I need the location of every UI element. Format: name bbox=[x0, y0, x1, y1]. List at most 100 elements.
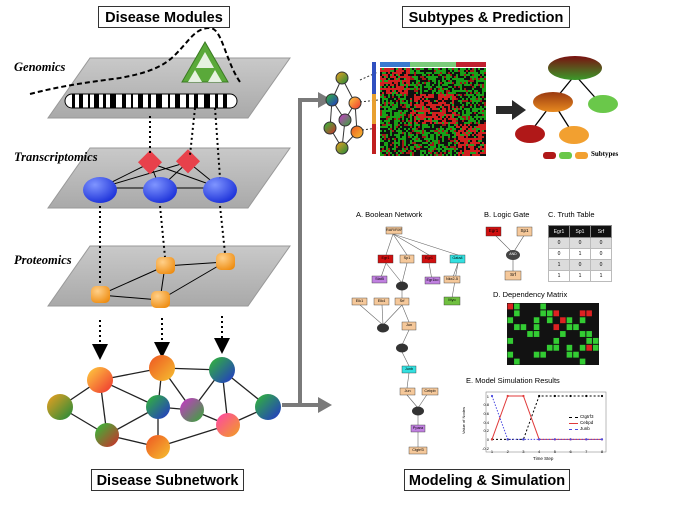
heatmap-cell bbox=[396, 88, 398, 90]
heatmap-cell bbox=[440, 152, 442, 154]
heatmap-cell bbox=[412, 108, 414, 110]
heatmap-cell bbox=[468, 114, 470, 116]
heatmap-cell bbox=[460, 78, 462, 80]
heatmap-cell bbox=[482, 86, 484, 88]
heatmap-cell bbox=[404, 74, 406, 76]
heatmap-cell bbox=[460, 152, 462, 154]
heatmap-cell bbox=[452, 146, 454, 148]
heatmap-cell bbox=[438, 82, 440, 84]
heatmap-cell bbox=[416, 72, 418, 74]
heatmap-cell bbox=[382, 96, 384, 98]
heatmap-cell bbox=[416, 110, 418, 112]
heatmap-cell bbox=[414, 72, 416, 74]
heatmap-cell bbox=[388, 78, 390, 80]
heatmap-cell bbox=[470, 148, 472, 150]
heatmap-cell bbox=[414, 116, 416, 118]
heatmap-cell bbox=[424, 136, 426, 138]
heatmap-cell bbox=[444, 80, 446, 82]
dependency-cell bbox=[586, 344, 592, 351]
heatmap-cell bbox=[394, 128, 396, 130]
heatmap-cell bbox=[440, 106, 442, 108]
heatmap-cell bbox=[398, 116, 400, 118]
heatmap-cell bbox=[388, 140, 390, 142]
heatmap-cell bbox=[468, 108, 470, 110]
heatmap-cell bbox=[456, 106, 458, 108]
heatmap-cell bbox=[476, 76, 478, 78]
data-point bbox=[585, 438, 588, 441]
heatmap-cell bbox=[460, 80, 462, 82]
heatmap-cell bbox=[464, 108, 466, 110]
heatmap-cell bbox=[442, 116, 444, 118]
heatmap-cell bbox=[394, 106, 396, 108]
heatmap-cell bbox=[460, 84, 462, 86]
heatmap-cell bbox=[408, 68, 410, 70]
heatmap-cell bbox=[444, 130, 446, 132]
heatmap-cell bbox=[428, 80, 430, 82]
heatmap-cell bbox=[464, 118, 466, 120]
heatmap-cell bbox=[476, 80, 478, 82]
heatmap-cell bbox=[420, 110, 422, 112]
heatmap-cell bbox=[390, 70, 392, 72]
heatmap-cell bbox=[456, 124, 458, 126]
heatmap-cell bbox=[428, 100, 430, 102]
heatmap-cell bbox=[394, 124, 396, 126]
heatmap-cell bbox=[434, 116, 436, 118]
heatmap-cell bbox=[398, 134, 400, 136]
heatmap-cell bbox=[446, 76, 448, 78]
heatmap-cell bbox=[382, 114, 384, 116]
heatmap-cell bbox=[422, 98, 424, 100]
heatmap-cell bbox=[404, 80, 406, 82]
heatmap-cell bbox=[450, 116, 452, 118]
heatmap-cell bbox=[406, 130, 408, 132]
heatmap-cell bbox=[406, 120, 408, 122]
heatmap-cell bbox=[480, 112, 482, 114]
dotted-arrows-bottom bbox=[92, 316, 230, 360]
heatmap-cell bbox=[384, 106, 386, 108]
heatmap-cell bbox=[474, 86, 476, 88]
heatmap-cell bbox=[466, 152, 468, 154]
data-point bbox=[600, 394, 604, 398]
heatmap-cell bbox=[462, 112, 464, 114]
heatmap-cell bbox=[436, 152, 438, 154]
heatmap-cell bbox=[390, 134, 392, 136]
heatmap-cell bbox=[406, 108, 408, 110]
heatmap-cell bbox=[454, 92, 456, 94]
heatmap-cell bbox=[398, 80, 400, 82]
heatmap-cell bbox=[406, 78, 408, 80]
heatmap-cell bbox=[398, 118, 400, 120]
heatmap-cell bbox=[388, 124, 390, 126]
heatmap-cell bbox=[400, 114, 402, 116]
heatmap-cell bbox=[428, 144, 430, 146]
heatmap-cell bbox=[428, 102, 430, 104]
heatmap-cell bbox=[408, 134, 410, 136]
heatmap-cell bbox=[482, 72, 484, 74]
heatmap-cell bbox=[386, 76, 388, 78]
heatmap-cell bbox=[406, 124, 408, 126]
dependency-cell bbox=[514, 324, 520, 331]
heatmap-cell bbox=[464, 150, 466, 152]
heatmap-cell bbox=[438, 112, 440, 114]
heatmap-cell bbox=[480, 146, 482, 148]
heatmap-cell bbox=[474, 132, 476, 134]
heatmap-cell bbox=[432, 106, 434, 108]
heatmap-cell bbox=[472, 94, 474, 96]
genomic-signal-curve bbox=[29, 26, 241, 95]
heatmap-cell bbox=[454, 90, 456, 92]
heatmap-cell bbox=[462, 128, 464, 130]
heatmap-cell bbox=[446, 92, 448, 94]
heatmap-cell bbox=[380, 78, 382, 80]
heatmap-cell bbox=[470, 106, 472, 108]
heatmap-cell bbox=[400, 126, 402, 128]
heatmap-cell bbox=[450, 70, 452, 72]
heatmap-cell bbox=[392, 102, 394, 104]
heatmap-cell bbox=[476, 74, 478, 76]
truth-table-cell: 1 bbox=[569, 270, 591, 282]
heatmap-cell bbox=[464, 148, 466, 150]
heatmap-cell bbox=[386, 104, 388, 106]
heatmap-cell bbox=[414, 128, 416, 130]
heatmap-cell bbox=[468, 132, 470, 134]
heatmap-cell bbox=[392, 96, 394, 98]
heatmap-cell bbox=[424, 132, 426, 134]
heatmap-cell bbox=[408, 152, 410, 154]
heatmap-cell bbox=[380, 122, 382, 124]
